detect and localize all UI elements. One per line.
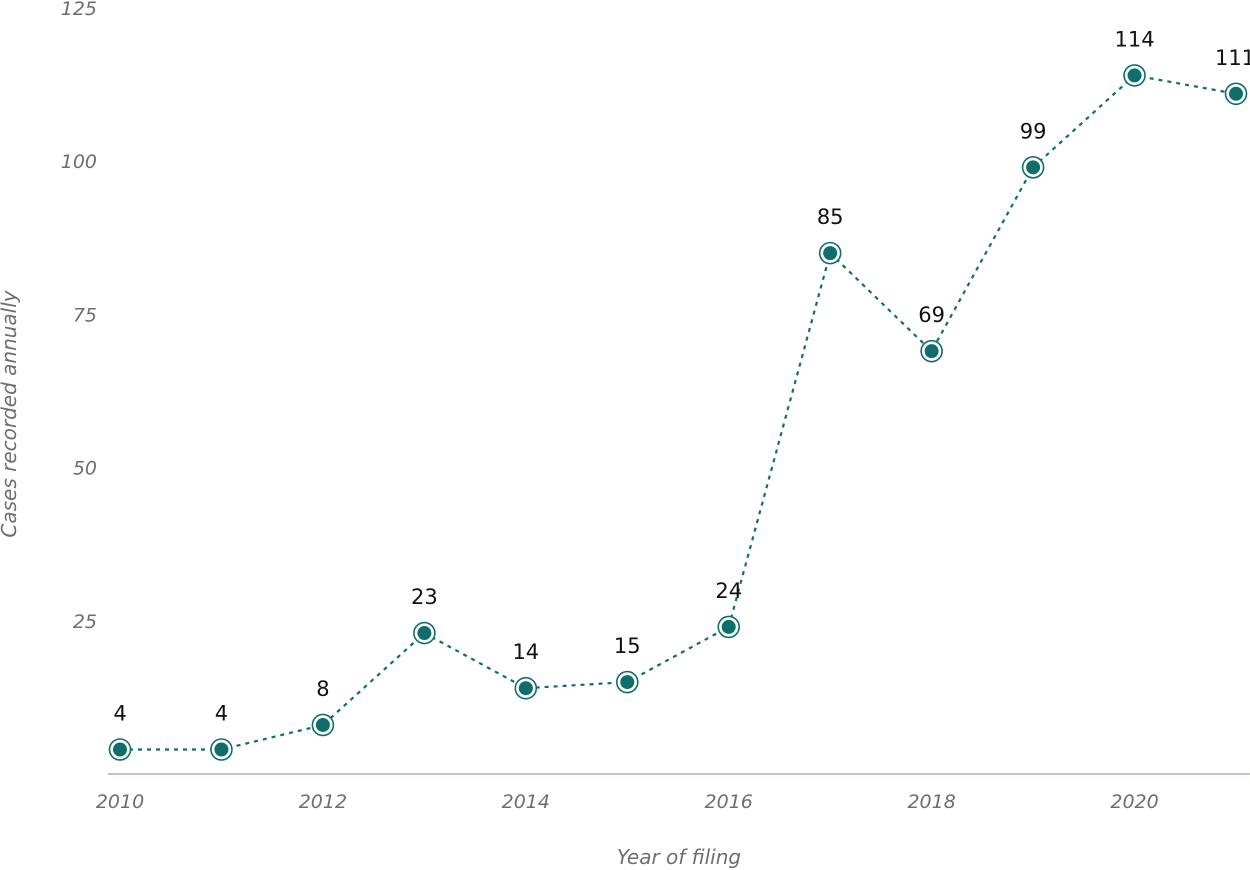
y-tick-label: 25 <box>73 611 97 633</box>
data-point <box>615 670 639 694</box>
data-point <box>1224 82 1248 106</box>
y-axis-ticks: 25 50 75 100 125 <box>61 0 97 633</box>
x-tick-label: 2018 <box>907 791 955 813</box>
data-label: 111 <box>1215 46 1250 70</box>
data-label: 85 <box>817 205 844 229</box>
y-tick-label: 100 <box>61 151 97 173</box>
data-label: 4 <box>113 701 126 725</box>
data-point <box>920 339 943 363</box>
x-tick-label: 2020 <box>1110 791 1158 813</box>
data-point <box>717 615 741 639</box>
x-axis-ticks: 2010 2012 2014 2016 2018 2020 <box>96 791 1159 813</box>
data-point <box>818 241 842 265</box>
x-tick-label: 2010 <box>96 791 144 813</box>
data-label: 99 <box>1020 119 1047 143</box>
data-label: 4 <box>215 701 228 725</box>
data-point <box>514 676 538 700</box>
data-label: 15 <box>614 634 641 658</box>
series-line <box>120 74 1237 751</box>
data-point <box>210 738 233 761</box>
data-label: 14 <box>512 640 539 664</box>
y-tick-label: 75 <box>73 304 97 326</box>
y-tick-label: 125 <box>61 0 97 20</box>
data-markers <box>108 64 1248 761</box>
data-point <box>108 738 132 761</box>
data-label: 69 <box>918 303 945 327</box>
data-label: 114 <box>1114 27 1154 51</box>
y-axis-title: Cases recorded annually <box>0 289 21 537</box>
data-point <box>311 713 335 737</box>
x-tick-label: 2014 <box>502 791 550 813</box>
data-label: 23 <box>411 585 438 609</box>
x-axis-title: Year of filing <box>617 845 741 869</box>
data-point <box>1123 64 1146 87</box>
x-tick-label: 2016 <box>705 791 753 813</box>
data-labels: 4 4 8 23 14 15 24 85 69 99 114 111 <box>113 27 1250 725</box>
y-tick-label: 50 <box>73 458 97 480</box>
data-point <box>1021 156 1045 179</box>
data-label: 8 <box>316 677 329 701</box>
x-tick-label: 2012 <box>299 791 347 813</box>
data-point <box>413 621 436 645</box>
data-label: 24 <box>715 579 742 603</box>
